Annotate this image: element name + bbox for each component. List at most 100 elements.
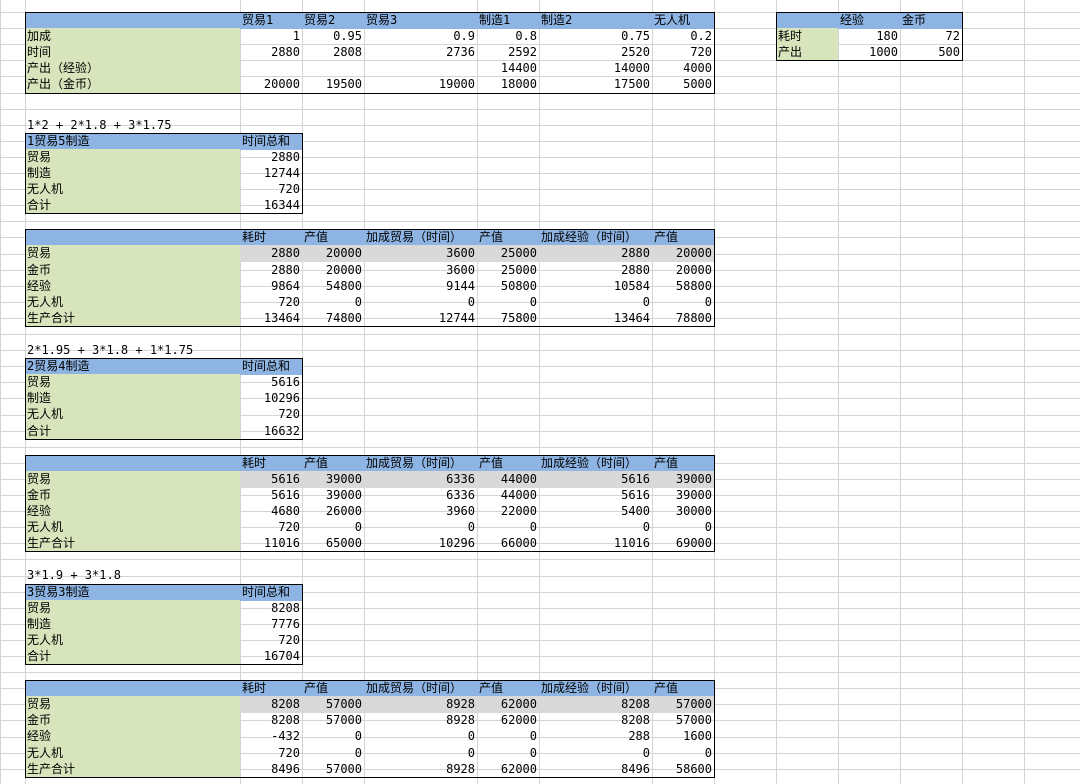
value-cell[interactable]: 22000: [500, 504, 537, 518]
scenario-title[interactable]: 2贸易4制造: [25, 358, 240, 375]
value-cell[interactable]: 8928: [446, 762, 475, 776]
value-cell[interactable]: 0: [467, 746, 475, 760]
value-cell[interactable]: 0: [529, 746, 537, 760]
column-header[interactable]: 制造2: [539, 12, 652, 29]
value-cell[interactable]: 8928: [446, 713, 475, 727]
value-cell[interactable]: 8208: [240, 696, 302, 713]
value-cell[interactable]: 20000: [675, 263, 712, 277]
value-cell[interactable]: 0: [354, 520, 362, 534]
value-cell[interactable]: 0: [529, 520, 537, 534]
value-cell[interactable]: 72: [945, 29, 960, 43]
value-cell[interactable]: 2880: [621, 263, 650, 277]
value-cell[interactable]: 0: [354, 746, 362, 760]
value-cell[interactable]: 62000: [500, 713, 537, 727]
row-label[interactable]: 贸易: [25, 471, 240, 488]
value-cell[interactable]: 75800: [500, 311, 537, 325]
value-cell[interactable]: 10296: [438, 536, 475, 550]
value-cell[interactable]: 2880: [271, 263, 300, 277]
value-cell[interactable]: 0.2: [690, 29, 712, 43]
formula-note[interactable]: 1*2 + 2*1.8 + 3*1.75: [27, 118, 172, 132]
value-cell[interactable]: 3600: [364, 245, 477, 262]
row-label[interactable]: 经验: [25, 728, 240, 745]
value-cell[interactable]: 2880: [240, 245, 302, 262]
formula-note[interactable]: 3*1.9 + 3*1.8: [27, 568, 121, 582]
value-cell[interactable]: 39000: [675, 488, 712, 502]
scenario-title[interactable]: 1贸易5制造: [25, 133, 240, 150]
value-cell[interactable]: 0: [529, 295, 537, 309]
detail-column-header[interactable]: 加成贸易（时间）: [364, 229, 477, 246]
value-cell[interactable]: 74800: [325, 311, 362, 325]
value-cell[interactable]: 17500: [613, 77, 650, 91]
value-cell[interactable]: 0.95: [333, 29, 362, 43]
header-fill[interactable]: [25, 680, 240, 697]
detail-column-header[interactable]: 产值: [302, 680, 364, 697]
row-label[interactable]: 产出（经验）: [25, 60, 240, 77]
detail-column-header[interactable]: 产值: [652, 455, 714, 472]
value-cell[interactable]: 1: [292, 29, 300, 43]
row-label[interactable]: 无人机: [25, 632, 240, 649]
row-label[interactable]: 合计: [25, 197, 240, 214]
value-cell[interactable]: 14400: [500, 61, 537, 75]
value-cell[interactable]: 500: [938, 45, 960, 59]
value-cell[interactable]: 11016: [613, 536, 650, 550]
row-label[interactable]: 无人机: [25, 294, 240, 311]
value-cell[interactable]: 8208: [271, 713, 300, 727]
row-label[interactable]: 耗时: [776, 28, 838, 45]
detail-column-header[interactable]: 产值: [302, 229, 364, 246]
value-cell[interactable]: 62000: [500, 762, 537, 776]
detail-column-header[interactable]: 产值: [652, 680, 714, 697]
row-label[interactable]: 生产合计: [25, 535, 240, 552]
header-fill[interactable]: [25, 455, 240, 472]
value-cell[interactable]: [302, 60, 364, 77]
value-cell[interactable]: 0: [354, 729, 362, 743]
value-cell[interactable]: 10584: [613, 279, 650, 293]
value-cell[interactable]: 57000: [302, 696, 364, 713]
value-cell[interactable]: 8208: [271, 601, 300, 615]
row-label[interactable]: 生产合计: [25, 761, 240, 778]
value-cell[interactable]: 19000: [438, 77, 475, 91]
row-label[interactable]: 贸易: [25, 600, 240, 617]
value-cell[interactable]: 44000: [500, 488, 537, 502]
value-cell[interactable]: 2736: [446, 45, 475, 59]
value-cell[interactable]: 3960: [446, 504, 475, 518]
value-cell[interactable]: 57000: [652, 696, 714, 713]
time-total-header[interactable]: 时间总和: [240, 584, 302, 601]
row-label[interactable]: 金币: [25, 262, 240, 279]
value-cell[interactable]: 69000: [675, 536, 712, 550]
column-header[interactable]: 经验: [838, 12, 900, 29]
value-cell[interactable]: 5400: [621, 504, 650, 518]
value-cell[interactable]: 5616: [621, 488, 650, 502]
row-label[interactable]: 贸易: [25, 149, 240, 166]
value-cell[interactable]: 5000: [683, 77, 712, 91]
row-label[interactable]: 生产合计: [25, 310, 240, 327]
value-cell[interactable]: 9864: [271, 279, 300, 293]
value-cell[interactable]: 0: [704, 520, 712, 534]
value-cell[interactable]: 20000: [263, 77, 300, 91]
time-total-header[interactable]: 时间总和: [240, 133, 302, 150]
value-cell[interactable]: 2592: [508, 45, 537, 59]
value-cell[interactable]: 0: [642, 295, 650, 309]
value-cell[interactable]: 39000: [302, 471, 364, 488]
column-header[interactable]: 贸易2: [302, 12, 364, 29]
value-cell[interactable]: 13464: [263, 311, 300, 325]
value-cell[interactable]: 25000: [500, 263, 537, 277]
header-fill[interactable]: [25, 12, 240, 29]
value-cell[interactable]: 50800: [500, 279, 537, 293]
value-cell[interactable]: 4680: [271, 504, 300, 518]
value-cell[interactable]: 720: [278, 295, 300, 309]
row-label[interactable]: 无人机: [25, 406, 240, 423]
value-cell[interactable]: 57000: [325, 762, 362, 776]
row-label[interactable]: 无人机: [25, 181, 240, 198]
value-cell[interactable]: 3600: [446, 263, 475, 277]
row-label[interactable]: 金币: [25, 712, 240, 729]
value-cell[interactable]: 58800: [675, 279, 712, 293]
value-cell[interactable]: 58600: [675, 762, 712, 776]
value-cell[interactable]: 8496: [271, 762, 300, 776]
column-header[interactable]: 金币: [900, 12, 962, 29]
header-fill[interactable]: [776, 12, 838, 29]
value-cell[interactable]: 0: [354, 295, 362, 309]
column-header[interactable]: 无人机: [652, 12, 714, 29]
value-cell[interactable]: 78800: [675, 311, 712, 325]
value-cell[interactable]: 16632: [263, 424, 300, 438]
